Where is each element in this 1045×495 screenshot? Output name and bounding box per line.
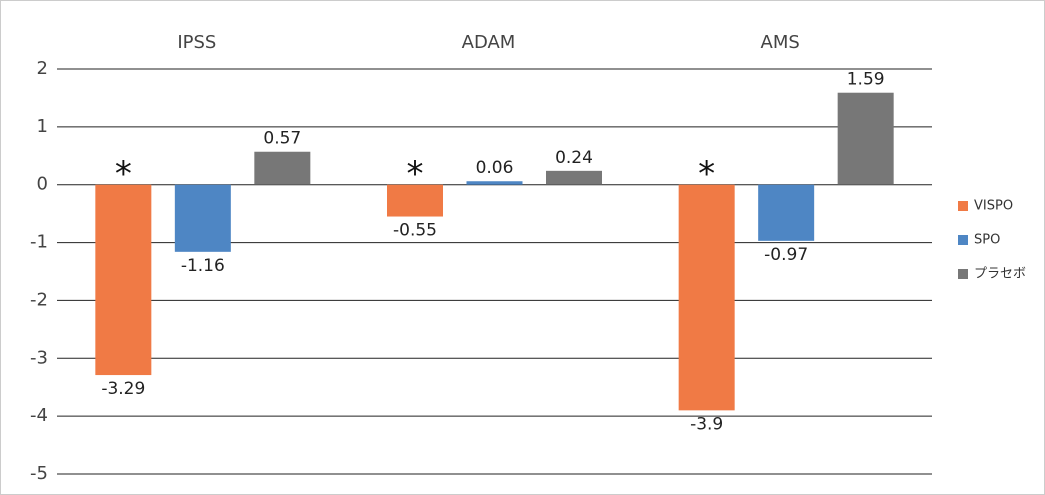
value-label: -3.9: [690, 414, 723, 434]
y-tick-label: -4: [30, 405, 48, 426]
annotation: *: [698, 154, 715, 194]
bar: [546, 170, 602, 185]
value-label: -3.29: [101, 379, 145, 399]
value-label: -1.16: [181, 256, 225, 276]
y-tick-label: 0: [37, 174, 48, 195]
y-tick-label: 1: [37, 116, 48, 137]
bar: [837, 92, 894, 185]
value-label: -0.97: [764, 245, 808, 265]
y-tick-label: -5: [30, 463, 48, 484]
value-label: -0.55: [393, 221, 437, 241]
y-tick-label: 2: [37, 58, 48, 79]
value-label: 0.24: [555, 148, 593, 168]
category-label: IPSS: [177, 32, 216, 53]
annotation: *: [115, 154, 132, 194]
bar: [174, 184, 231, 252]
legend-label: SPO: [974, 233, 1000, 248]
annotation: *: [407, 154, 424, 194]
y-tick-label: -2: [30, 289, 48, 310]
legend-label: VISPO: [974, 199, 1013, 214]
bar: [678, 184, 735, 411]
category-label: AMS: [761, 32, 800, 53]
category-label: ADAM: [462, 32, 516, 53]
bar: [95, 184, 152, 376]
bar: [466, 181, 523, 185]
value-label: 0.06: [476, 158, 514, 178]
value-label: 0.57: [263, 129, 301, 149]
y-tick-label: -3: [30, 347, 48, 368]
legend-swatch: [958, 201, 968, 211]
bar: [758, 184, 815, 241]
y-tick-label: -1: [30, 232, 48, 253]
value-label: 1.59: [847, 70, 885, 90]
bar: [387, 184, 443, 217]
bar: [254, 151, 311, 185]
legend-swatch: [958, 269, 968, 279]
legend-label: プラセボ: [974, 267, 1026, 282]
legend-swatch: [958, 235, 968, 245]
